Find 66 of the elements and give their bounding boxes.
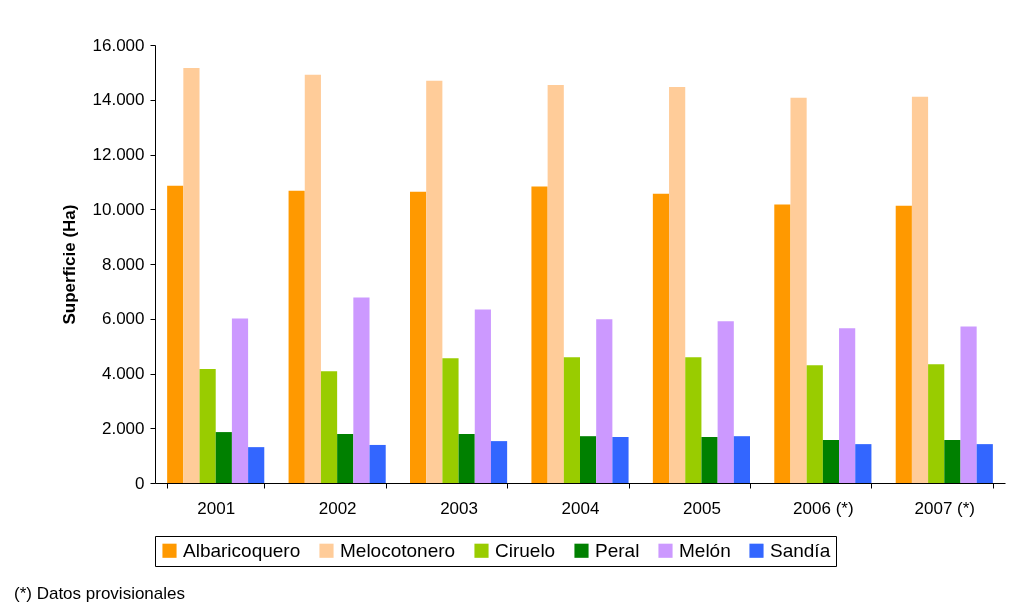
bar — [596, 319, 613, 483]
bar — [304, 74, 321, 483]
bar — [248, 447, 265, 483]
bar — [288, 190, 305, 483]
bar — [669, 86, 686, 483]
legend-label: Ciruelo — [495, 539, 556, 561]
bar — [426, 80, 443, 483]
bar — [580, 436, 597, 483]
bar — [895, 205, 912, 483]
bar — [911, 96, 929, 483]
bar — [474, 309, 491, 483]
bar — [774, 204, 791, 483]
bar — [563, 357, 580, 483]
bar — [337, 434, 354, 483]
bar — [183, 68, 200, 483]
x-tick-label: 2001 — [197, 498, 236, 518]
bar — [822, 440, 840, 483]
y-tick-label: 16.000 — [92, 35, 145, 55]
y-tick-label: 0 — [135, 473, 145, 493]
bar — [944, 440, 961, 483]
y-tick-label: 10.000 — [92, 199, 145, 219]
y-tick-label: 12.000 — [92, 145, 145, 164]
y-tick-label: 8.000 — [101, 254, 145, 274]
bar — [839, 328, 856, 483]
y-tick-label: 14.000 — [92, 90, 145, 110]
bar — [442, 358, 459, 483]
bar — [458, 434, 475, 483]
bar — [806, 365, 823, 483]
bar — [369, 444, 386, 483]
legend-label: Albaricoquero — [183, 539, 301, 561]
legend-label: Melón — [679, 539, 731, 561]
x-tick-label: 2004 — [561, 498, 600, 518]
bar — [199, 369, 216, 483]
bar — [790, 97, 807, 483]
bar — [547, 84, 564, 483]
bar — [976, 444, 993, 483]
bar — [353, 297, 370, 483]
bar — [855, 444, 872, 483]
legend-label: Melocotonero — [340, 539, 456, 561]
bar — [612, 437, 629, 483]
bar — [701, 437, 718, 483]
bar — [410, 191, 427, 483]
bar — [231, 318, 249, 483]
text: (*) Datos provisionales — [14, 584, 186, 604]
y-tick-label: 2.000 — [101, 418, 145, 438]
legend-label: Peral — [595, 539, 640, 561]
bar — [928, 364, 945, 483]
x-tick-label: 2003 — [440, 498, 478, 518]
bar — [531, 186, 548, 483]
bar — [490, 441, 508, 483]
y-tick-label: 4.000 — [101, 364, 145, 383]
y-axis-title: Superficie (Ha) — [59, 204, 79, 325]
bar — [685, 357, 702, 483]
bar — [960, 326, 977, 483]
legend-label: Sandía — [770, 539, 831, 561]
bar — [652, 193, 670, 483]
bar — [167, 185, 184, 483]
bar — [717, 321, 734, 483]
bar — [215, 432, 232, 483]
bar — [320, 371, 338, 483]
x-tick-label: 2005 — [683, 498, 721, 518]
x-tick-label: 2007 (*) — [914, 498, 976, 518]
bar — [733, 436, 750, 483]
y-tick-label: 6.000 — [101, 309, 145, 329]
x-tick-label: 2002 — [318, 498, 357, 518]
x-tick-label: 2006 (*) — [793, 498, 854, 518]
